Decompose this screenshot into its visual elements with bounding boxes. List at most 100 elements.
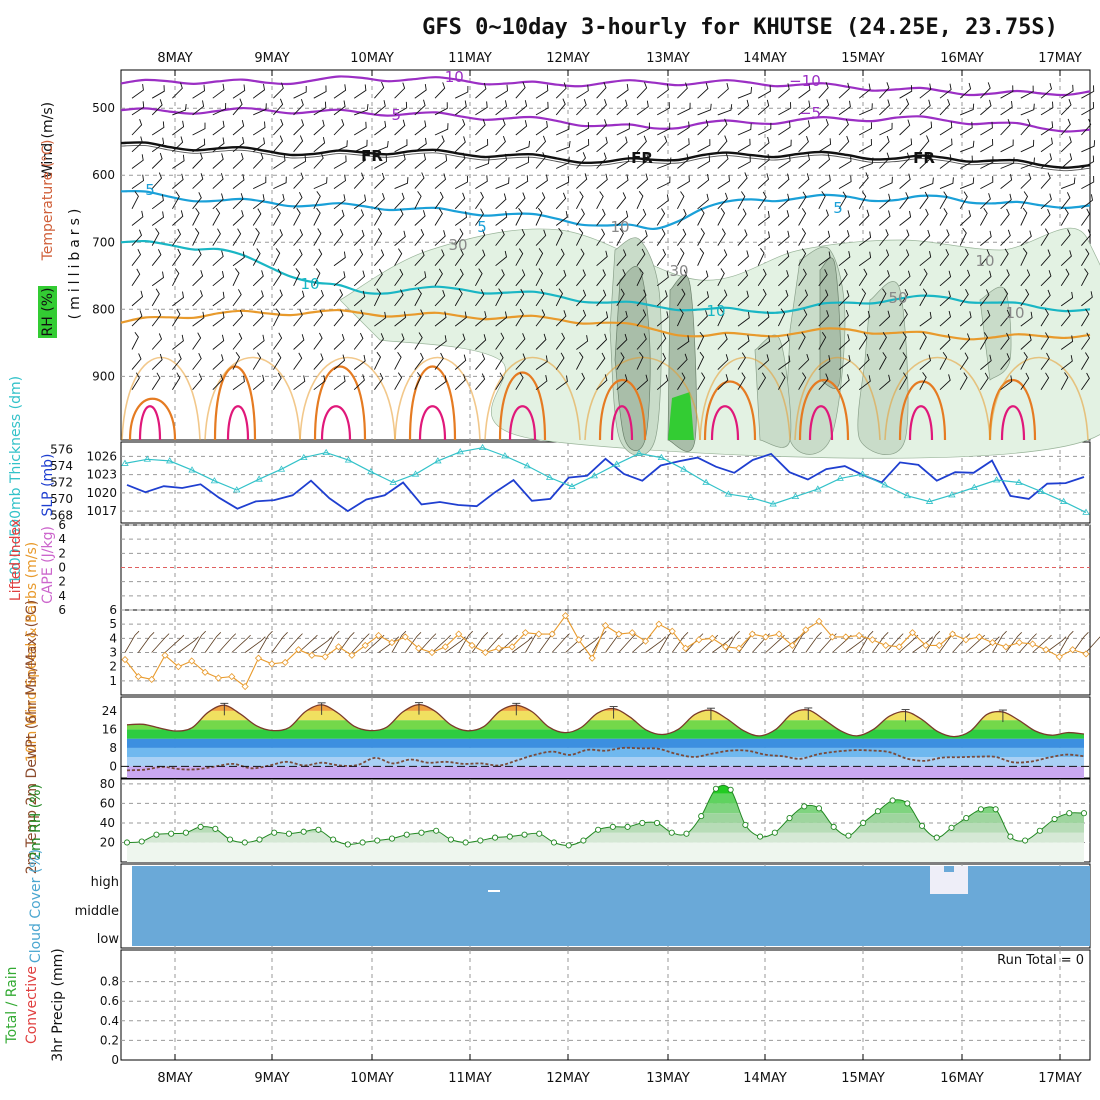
wind-barb: [252, 290, 264, 307]
wind-barb: [717, 268, 725, 287]
wind-barb: [697, 331, 705, 350]
wind-barb: [1040, 270, 1052, 287]
wind-barb: [434, 352, 444, 370]
wind-barb: [616, 333, 628, 350]
wind-barb: [192, 228, 200, 246]
rh2m-ytick: 40: [100, 816, 115, 830]
wind-barb: [798, 331, 806, 350]
wind-barb: [838, 355, 851, 370]
wind-barb: [475, 311, 487, 327]
wind-barb: [1081, 140, 1096, 153]
wind10-barb: [137, 632, 155, 653]
thickness-point: [1059, 497, 1068, 504]
wind10-barb: [671, 632, 689, 653]
wind-barb: [1040, 153, 1053, 169]
wind-barb: [414, 372, 422, 390]
wind-barb: [555, 176, 570, 189]
cloud-layer-label: low: [97, 932, 120, 947]
thickness-point: [992, 476, 1001, 483]
wind10-barb: [872, 632, 889, 653]
rh2m-point: [904, 800, 911, 807]
wind10-barb: [792, 630, 807, 653]
rh2m-point: [521, 831, 528, 838]
thickness-point: [389, 478, 397, 485]
wind-barb: [656, 332, 667, 350]
wind-barb: [576, 173, 588, 189]
wind-barb: [515, 248, 524, 266]
wind-barb: [535, 288, 545, 307]
wind-barb: [394, 153, 406, 169]
wind-barb: [495, 135, 506, 153]
wind-barb: [596, 289, 607, 307]
lifted-index-label: Lifted Index: [8, 519, 24, 601]
wind-barb: [717, 104, 733, 116]
wind-barb: [697, 193, 709, 210]
wind-barb: [1020, 139, 1035, 153]
date-label-top: 14MAY: [743, 51, 787, 66]
wind-barb: [778, 355, 791, 370]
wind-barb: [757, 173, 770, 189]
wind-barb: [859, 103, 873, 116]
rh2m-point: [595, 826, 602, 833]
wind-barb: [131, 136, 143, 153]
contour-label: 10: [975, 252, 994, 270]
wind-barb: [394, 230, 406, 246]
wind-barb: [232, 251, 245, 267]
wind-barb: [131, 119, 143, 136]
wind10-point: [775, 630, 783, 638]
wind-barb: [232, 309, 244, 327]
wind-barb: [576, 99, 587, 116]
wind-barb: [454, 152, 466, 169]
wind-barb: [1060, 372, 1069, 390]
wind-barb: [798, 228, 807, 246]
wind-barb: [333, 251, 346, 267]
wind-barb: [454, 118, 466, 136]
wind-barb: [879, 374, 891, 391]
wind10-point: [748, 630, 756, 638]
wind10-point: [508, 643, 516, 651]
thickness-point: [456, 448, 464, 455]
rh2m-point: [609, 823, 616, 830]
wind10-barb: [1005, 632, 1022, 653]
wind-barb: [636, 230, 648, 246]
wind-barb: [919, 229, 931, 246]
wind10-point: [401, 633, 409, 641]
wind-barb: [313, 375, 326, 391]
wind10-point: [922, 641, 930, 649]
rh2m-point: [197, 823, 204, 830]
wind-barb: [293, 375, 306, 391]
rh2m-point: [359, 839, 366, 846]
wind-barb: [212, 153, 224, 169]
wind-barb: [717, 374, 729, 391]
wind10-barb: [365, 634, 385, 653]
wind10-point: [334, 643, 343, 651]
wind10-point: [908, 629, 917, 637]
temp2m-label: 2m Temp 2m DewPt (6hr Min/Max) (°C): [24, 600, 40, 875]
wind10-point: [441, 643, 449, 651]
wind-barb: [616, 228, 624, 246]
wind-barb: [273, 82, 284, 99]
isotherm-25-loop: [320, 405, 352, 441]
wind-barb: [151, 85, 165, 99]
wind-barb: [657, 157, 672, 169]
wind10-point: [708, 634, 716, 642]
wind-barb: [838, 268, 848, 287]
wind-barb: [636, 208, 647, 226]
wind10-barb: [645, 636, 666, 653]
wind-barb: [616, 288, 625, 307]
precip-convective-label: Convective: [24, 966, 40, 1044]
wind-barb: [1000, 85, 1014, 99]
thickness-point: [165, 457, 174, 464]
wind-barb: [394, 333, 405, 350]
wind-barb: [313, 268, 321, 286]
isotherm-15-loop: [884, 356, 991, 441]
wind-barb: [616, 136, 628, 153]
wind-barb: [1000, 375, 1013, 391]
wind-barb: [616, 310, 628, 327]
thickness-point: [1037, 487, 1046, 495]
wind-barb: [616, 122, 630, 136]
wind10-barb: [324, 630, 340, 653]
wind-barb: [737, 269, 749, 287]
date-label-bottom: 11MAY: [448, 1071, 492, 1086]
wind-barb: [798, 248, 807, 266]
